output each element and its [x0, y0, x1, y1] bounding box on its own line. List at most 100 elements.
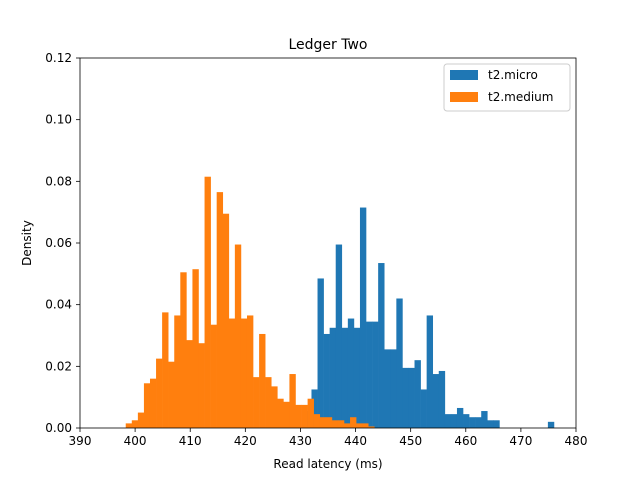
series-t2-medium-bars: [125, 176, 375, 429]
legend-label-t2-micro: t2.micro: [488, 68, 538, 82]
histogram-bar-t2-micro: [487, 420, 494, 428]
histogram-bar-t2-micro: [359, 207, 367, 428]
histogram-bar-t2-medium: [253, 377, 260, 429]
histogram-bar-t2-micro: [450, 414, 458, 429]
x-tick-label: 420: [234, 434, 257, 448]
plot-area: [125, 176, 555, 429]
histogram-bar-t2-medium: [210, 324, 217, 428]
histogram-bar-t2-medium: [198, 343, 205, 428]
histogram-bar-t2-medium: [143, 383, 151, 428]
histogram-bar-t2-micro: [432, 374, 440, 428]
histogram-bar-t2-medium: [283, 401, 290, 428]
x-tick-label: 470: [509, 434, 532, 448]
histogram-bar-t2-medium: [319, 417, 327, 428]
histogram-bar-t2-micro: [456, 407, 464, 428]
y-tick-label: 0.12: [45, 51, 72, 65]
histogram-bar-t2-medium: [149, 378, 157, 428]
histogram-bar-t2-micro: [463, 414, 470, 429]
histogram-bar-t2-medium: [162, 312, 169, 429]
histogram-bar-t2-medium: [125, 423, 133, 429]
x-tick-label: 410: [179, 434, 202, 448]
y-tick-label: 0.06: [45, 236, 72, 250]
x-tick-label: 480: [565, 434, 588, 448]
series-t2-micro-bars: [305, 207, 555, 429]
histogram-bar-t2-micro: [317, 278, 324, 428]
histogram-bar-t2-medium: [343, 423, 351, 429]
histogram-bar-t2-micro: [329, 327, 337, 428]
y-tick-label: 0.00: [45, 421, 72, 435]
histogram-bar-t2-micro: [475, 417, 482, 428]
histogram-bar-t2-micro: [366, 321, 373, 429]
x-axis-ticks: 390 400 410 420 430 440 450 460 470 480: [69, 428, 588, 448]
histogram-bar-t2-micro: [426, 315, 434, 428]
x-tick-label: 460: [454, 434, 477, 448]
histogram-bar-t2-medium: [350, 417, 357, 428]
legend-label-t2-medium: t2.medium: [488, 90, 553, 104]
histogram-bar-t2-micro: [444, 414, 452, 429]
histogram-bar-t2-micro: [384, 349, 391, 429]
histogram-bar-t2-medium: [337, 420, 345, 428]
y-tick-label: 0.02: [45, 359, 72, 373]
histogram-bar-t2-micro: [420, 389, 427, 428]
histogram-bar-t2-micro: [396, 298, 403, 428]
histogram-bar-t2-micro: [493, 420, 500, 428]
histogram-bar-t2-medium: [228, 318, 236, 428]
histogram-bar-t2-medium: [295, 404, 302, 429]
y-axis-ticks: 0.00 0.02 0.04 0.06 0.08 0.10 0.12: [45, 51, 80, 435]
histogram-bar-t2-medium: [301, 404, 308, 429]
histogram-bar-t2-medium: [216, 192, 224, 428]
histogram-bar-t2-micro: [341, 327, 349, 428]
histogram-bar-t2-medium: [325, 417, 333, 428]
histogram-bar-t2-medium: [307, 398, 314, 428]
histogram-bar-t2-medium: [362, 423, 369, 429]
histogram-bar-t2-medium: [259, 333, 266, 428]
histogram-bar-t2-medium: [168, 361, 175, 428]
histogram-bar-t2-medium: [265, 377, 272, 429]
legend-swatch-t2-micro: [450, 70, 478, 80]
histogram-bar-t2-micro: [438, 370, 446, 428]
histogram-bar-t2-micro: [402, 367, 409, 429]
histogram-bar-t2-micro: [547, 421, 555, 428]
histogram-bar-t2-medium: [204, 176, 211, 428]
histogram-bar-t2-micro: [414, 360, 421, 428]
y-axis-label: Density: [20, 220, 34, 266]
histogram-bar-t2-micro: [335, 244, 343, 428]
x-tick-label: 430: [289, 434, 312, 448]
histogram-bar-t2-medium: [222, 213, 230, 428]
y-tick-label: 0.04: [45, 298, 72, 312]
histogram-bar-t2-medium: [192, 269, 199, 428]
legend-swatch-t2-medium: [450, 92, 478, 102]
histogram-bar-t2-medium: [368, 426, 375, 428]
histogram-bar-t2-medium: [271, 386, 278, 429]
histogram-bar-t2-micro: [408, 367, 415, 429]
histogram-bar-t2-micro: [390, 349, 397, 429]
histogram-bar-t2-micro: [372, 321, 379, 429]
histogram-bar-t2-medium: [156, 358, 163, 429]
histogram-bar-t2-micro: [469, 417, 476, 428]
histogram-bar-t2-medium: [180, 272, 187, 428]
histogram-bar-t2-medium: [131, 420, 139, 428]
histogram-bar-t2-medium: [246, 315, 254, 428]
histogram-bar-t2-medium: [186, 340, 193, 429]
histogram-bar-t2-medium: [313, 414, 321, 429]
histogram-bar-t2-medium: [289, 374, 296, 428]
histogram-bar-t2-micro: [378, 263, 385, 428]
legend: t2.micro t2.medium: [443, 63, 571, 112]
x-tick-label: 390: [69, 434, 92, 448]
histogram-bar-t2-medium: [240, 318, 248, 428]
x-axis-label: Read latency (ms): [273, 457, 382, 471]
x-tick-label: 440: [344, 434, 367, 448]
histogram-bar-t2-micro: [323, 333, 330, 428]
histogram-bar-t2-medium: [137, 412, 145, 428]
histogram-bar-t2-micro: [311, 389, 318, 428]
y-tick-label: 0.10: [45, 113, 72, 127]
histogram-bar-t2-medium: [234, 244, 242, 428]
histogram-bar-t2-medium: [277, 398, 284, 428]
histogram-bar-t2-medium: [356, 423, 363, 429]
histogram-bar-t2-micro: [353, 327, 361, 428]
x-tick-label: 450: [399, 434, 422, 448]
histogram-bar-t2-medium: [174, 315, 181, 428]
x-tick-label: 400: [124, 434, 147, 448]
